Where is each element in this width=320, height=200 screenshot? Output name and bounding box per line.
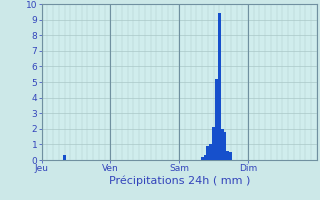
Bar: [212, 127, 215, 160]
Bar: [63, 155, 66, 160]
Bar: [209, 144, 212, 160]
Bar: [206, 146, 209, 160]
Bar: [229, 152, 232, 160]
Bar: [204, 155, 206, 160]
Bar: [227, 151, 229, 160]
Bar: [201, 157, 204, 160]
Bar: [215, 79, 218, 160]
Bar: [218, 13, 221, 160]
X-axis label: Précipitations 24h ( mm ): Précipitations 24h ( mm ): [108, 176, 250, 186]
Bar: [224, 132, 227, 160]
Bar: [221, 129, 224, 160]
